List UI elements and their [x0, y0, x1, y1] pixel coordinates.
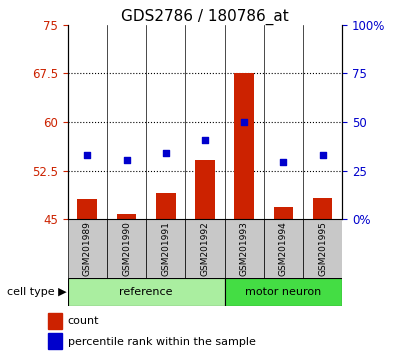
Bar	[264, 219, 303, 278]
Text: GSM201989: GSM201989	[83, 221, 92, 276]
Bar	[117, 214, 136, 219]
Bar	[107, 219, 146, 278]
Title: GDS2786 / 180786_at: GDS2786 / 180786_at	[121, 8, 289, 25]
Point	[84, 152, 90, 158]
Text: GSM201993: GSM201993	[240, 221, 249, 276]
Bar	[78, 199, 97, 219]
Point	[280, 160, 287, 165]
Bar	[234, 73, 254, 219]
Text: reference: reference	[119, 287, 173, 297]
Point	[241, 119, 248, 125]
Bar	[68, 219, 107, 278]
Text: percentile rank within the sample: percentile rank within the sample	[68, 337, 256, 347]
Bar	[146, 219, 185, 278]
Point	[162, 150, 169, 156]
Bar	[224, 219, 264, 278]
Bar	[68, 278, 224, 306]
Bar	[273, 206, 293, 219]
Bar	[48, 313, 62, 329]
Text: count: count	[68, 316, 99, 326]
Point	[320, 152, 326, 158]
Bar	[48, 333, 62, 349]
Text: GSM201995: GSM201995	[318, 221, 327, 276]
Point	[123, 157, 130, 162]
Bar	[195, 160, 215, 219]
Text: cell type ▶: cell type ▶	[7, 287, 67, 297]
Text: GSM201992: GSM201992	[201, 221, 209, 276]
Text: GSM201991: GSM201991	[161, 221, 170, 276]
Bar	[313, 198, 332, 219]
Bar	[156, 193, 176, 219]
Text: GSM201990: GSM201990	[122, 221, 131, 276]
Point	[202, 137, 208, 143]
Bar	[185, 219, 224, 278]
Bar	[224, 278, 342, 306]
Text: GSM201994: GSM201994	[279, 221, 288, 276]
Bar	[303, 219, 342, 278]
Text: motor neuron: motor neuron	[245, 287, 322, 297]
